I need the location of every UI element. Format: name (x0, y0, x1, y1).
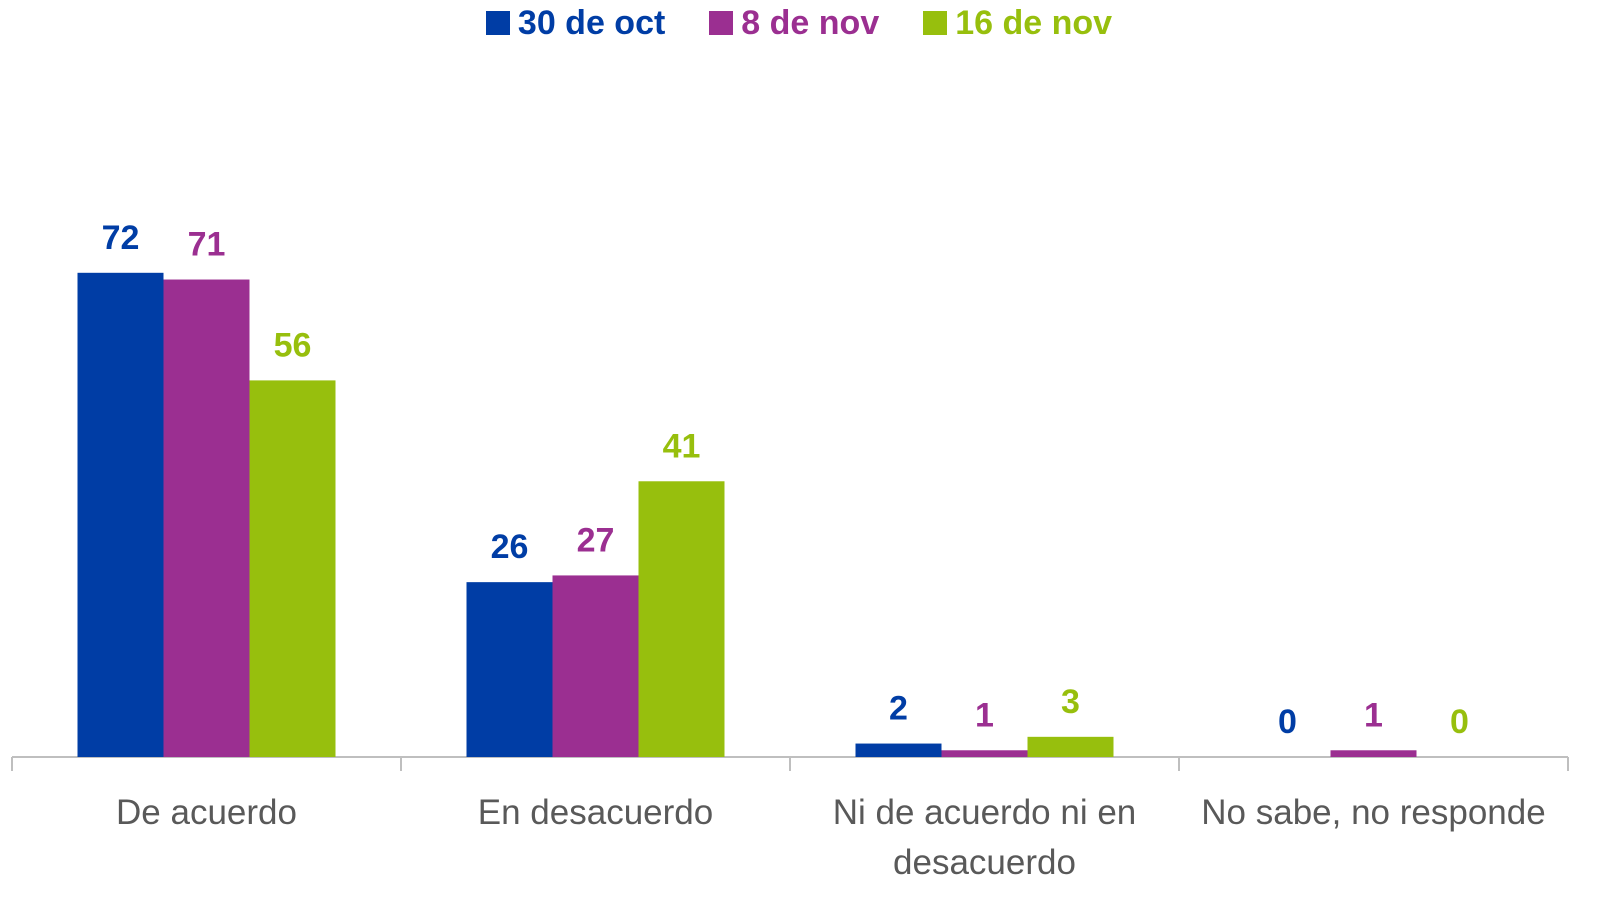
legend-label: 30 de oct (517, 3, 666, 42)
legend-item: 8 de nov (709, 4, 879, 43)
data-label: 1 (975, 696, 994, 734)
bar (163, 279, 250, 757)
data-label: 1 (1364, 696, 1383, 734)
legend-label: 16 de nov (955, 3, 1113, 42)
bar (1027, 736, 1114, 757)
data-label: 0 (1278, 703, 1297, 741)
bar (941, 750, 1028, 757)
bar (77, 272, 164, 757)
x-tick-label: No sabe, no responde (1201, 793, 1546, 832)
legend-swatch (923, 11, 948, 35)
legend: 30 de oct 8 de nov 16 de nov (0, 0, 1598, 46)
data-label: 72 (102, 219, 140, 257)
bar (638, 481, 725, 757)
legend-item: 16 de nov (923, 4, 1112, 43)
data-label: 2 (889, 690, 908, 728)
bar (249, 380, 336, 757)
legend-swatch (485, 11, 510, 35)
x-tick-label: En desacuerdo (477, 793, 714, 832)
legend-item: 30 de oct (485, 3, 666, 43)
data-label: 26 (491, 528, 529, 566)
bar (466, 582, 553, 757)
data-label: 41 (663, 427, 701, 465)
data-label: 56 (274, 326, 312, 364)
legend-label: 8 de nov (741, 3, 880, 42)
legend-swatch (709, 11, 734, 35)
data-label: 71 (188, 226, 226, 264)
bar (855, 743, 942, 757)
x-tick-label: De acuerdo (116, 793, 297, 832)
x-tick-label: Ni de acuerdo ni en desacuerdo (832, 793, 1137, 882)
data-label: 0 (1450, 703, 1469, 741)
bar (552, 575, 639, 757)
bar (1330, 750, 1417, 757)
data-label: 3 (1061, 683, 1080, 721)
data-label: 27 (577, 521, 615, 559)
